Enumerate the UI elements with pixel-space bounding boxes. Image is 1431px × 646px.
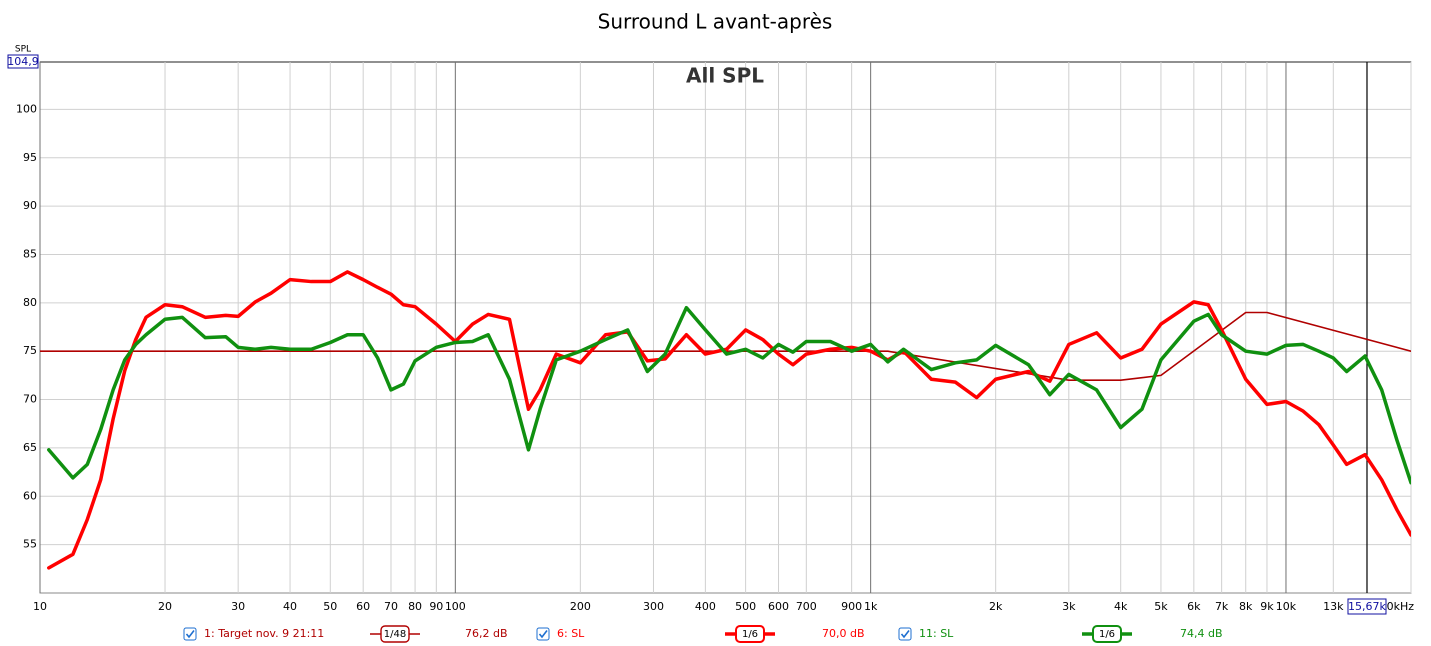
legend-level: 70,0 dB bbox=[822, 627, 865, 640]
annotation: All SPL bbox=[686, 64, 764, 88]
x-tick-label: 700 bbox=[796, 600, 817, 613]
y-tick-label: 80 bbox=[23, 296, 37, 309]
x-tick-label: 300 bbox=[643, 600, 664, 613]
x-tick-label: 1k bbox=[864, 600, 878, 613]
x-tick-label: 8k bbox=[1239, 600, 1253, 613]
legend-smoothing: 1/6 bbox=[1099, 629, 1115, 640]
x-tick-label: 2k bbox=[989, 600, 1003, 613]
chart-title: Surround L avant-après bbox=[598, 10, 833, 34]
series-line bbox=[47, 270, 1411, 570]
x-tick-label: 70 bbox=[384, 600, 398, 613]
legend-name: 6: SL bbox=[557, 627, 585, 640]
x-tick-label: 20 bbox=[158, 600, 172, 613]
x-tick-label: 6k bbox=[1187, 600, 1201, 613]
legend-check bbox=[538, 630, 548, 639]
legend-name: 1: Target nov. 9 21:11 bbox=[204, 627, 324, 640]
series-line bbox=[40, 311, 1411, 382]
legend-checkbox[interactable] bbox=[536, 627, 550, 641]
y-tick-label: 104,9 bbox=[7, 55, 39, 68]
legend-level: 74,4 dB bbox=[1180, 627, 1223, 640]
x-tick-label: 80 bbox=[408, 600, 422, 613]
y-tick-label: 100 bbox=[16, 102, 37, 115]
legend-check bbox=[900, 630, 910, 639]
legend-smoothing-box bbox=[735, 625, 765, 643]
x-tick-label: 7k bbox=[1215, 600, 1229, 613]
y-tick-label: 85 bbox=[23, 247, 37, 260]
x-tick-label: 3k bbox=[1062, 600, 1076, 613]
x-tick-label: 13k bbox=[1323, 600, 1344, 613]
x-cursor-box bbox=[1347, 598, 1387, 615]
legend-checkbox[interactable] bbox=[183, 627, 197, 641]
x-tick-label: 30 bbox=[231, 600, 245, 613]
y-tick-label: 55 bbox=[23, 538, 37, 551]
x-tick-label: 100 bbox=[445, 600, 466, 613]
legend-name: 11: SL bbox=[919, 627, 954, 640]
x-tick-label: 40 bbox=[283, 600, 297, 613]
y-tick-label: 65 bbox=[23, 441, 37, 454]
x-tick-label: 900 bbox=[841, 600, 862, 613]
legend-checkbox[interactable] bbox=[898, 627, 912, 641]
y-tick-label: 75 bbox=[23, 344, 37, 357]
x-tick-label: 20kHz bbox=[1380, 600, 1415, 613]
x-tick-label: 600 bbox=[768, 600, 789, 613]
legend-smoothing-box bbox=[380, 625, 410, 643]
legend-smoothing: 1/6 bbox=[742, 629, 758, 640]
y-tick-label: 60 bbox=[23, 489, 37, 502]
x-tick-label: 5k bbox=[1154, 600, 1168, 613]
y-tick-label: 90 bbox=[23, 199, 37, 212]
legend-level: 76,2 dB bbox=[465, 627, 508, 640]
legend-check bbox=[185, 630, 195, 639]
series-line bbox=[47, 305, 1411, 485]
x-tick-label: 400 bbox=[695, 600, 716, 613]
legend-smoothing: 1/48 bbox=[384, 629, 406, 640]
y-tick-label: 95 bbox=[23, 151, 37, 164]
legend-smoothing-box bbox=[1092, 625, 1122, 643]
x-tick-label: 10k bbox=[1276, 600, 1297, 613]
x-tick-label: 60 bbox=[356, 600, 370, 613]
x-cursor-label: 15,67k bbox=[1348, 600, 1386, 613]
x-tick-label: 10 bbox=[33, 600, 47, 613]
y-cursor-box bbox=[7, 54, 39, 69]
x-tick-label: 200 bbox=[570, 600, 591, 613]
y-tick-label: 70 bbox=[23, 393, 37, 406]
x-tick-label: 500 bbox=[735, 600, 756, 613]
plot-area bbox=[39, 61, 1412, 594]
x-tick-label: 9k bbox=[1260, 600, 1274, 613]
x-tick-label: 4k bbox=[1114, 600, 1128, 613]
x-tick-label: 90 bbox=[429, 600, 443, 613]
y-axis-label: SPL bbox=[15, 45, 31, 55]
x-tick-label: 50 bbox=[323, 600, 337, 613]
